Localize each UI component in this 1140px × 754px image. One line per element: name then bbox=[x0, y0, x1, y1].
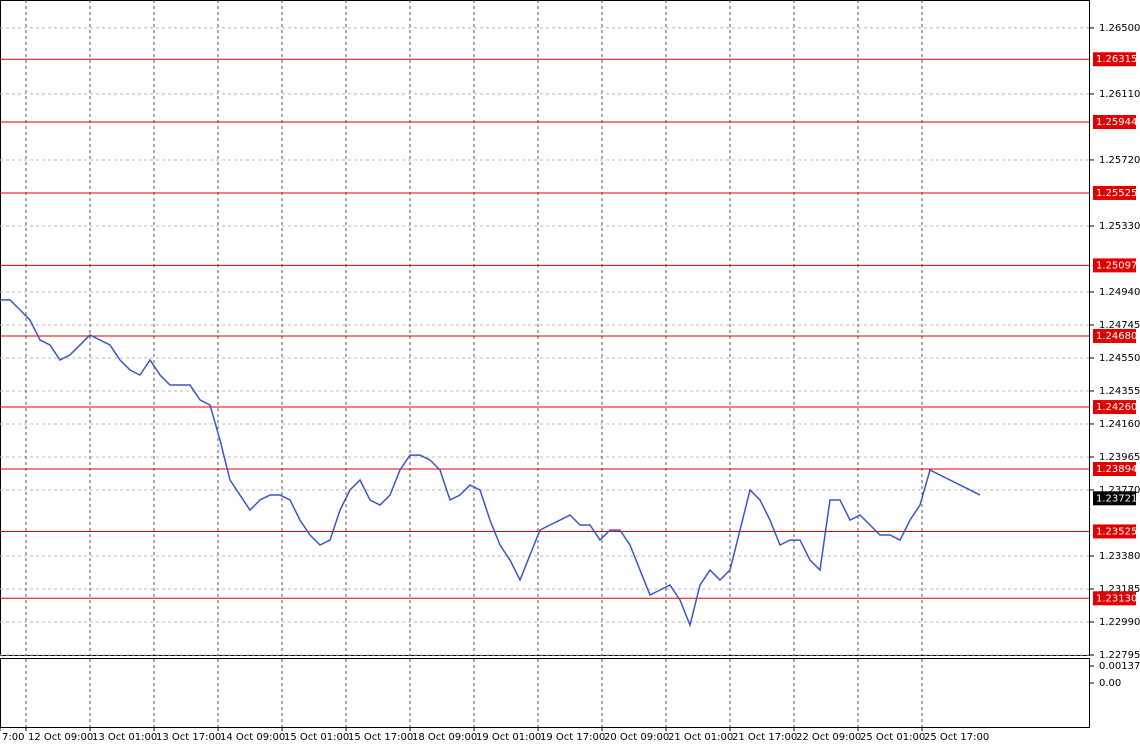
y-tick-label: 1.25330 bbox=[1099, 221, 1140, 232]
y-tick-label: 1.26110 bbox=[1099, 89, 1140, 100]
level-label: 1.24260 bbox=[1096, 402, 1137, 413]
y-tick-label: 1.24745 bbox=[1099, 320, 1140, 331]
x-tick-label: 13 Oct 01:00 bbox=[92, 732, 157, 743]
level-tag bbox=[1093, 52, 1136, 67]
level-tag bbox=[1093, 258, 1136, 273]
x-tick-label: 18 Oct 09:00 bbox=[412, 732, 477, 743]
x-tick-label: 19 Oct 01:00 bbox=[476, 732, 541, 743]
level-tag bbox=[1093, 185, 1136, 200]
x-tick-label: 22 Oct 09:00 bbox=[796, 732, 861, 743]
x-tick-label: 21 Oct 01:00 bbox=[668, 732, 733, 743]
level-tag bbox=[1093, 328, 1136, 343]
level-label: 1.25944 bbox=[1096, 117, 1137, 128]
y-tick-label: 1.24940 bbox=[1099, 287, 1140, 298]
y-tick-label: 0.00 bbox=[1099, 678, 1121, 689]
y-tick-label: 1.24550 bbox=[1099, 353, 1140, 364]
level-tag bbox=[1093, 115, 1136, 130]
level-label: 1.26315 bbox=[1096, 54, 1137, 65]
y-tick-label: 1.24160 bbox=[1099, 419, 1140, 430]
y-tick-label: 1.23185 bbox=[1099, 584, 1140, 595]
level-tag bbox=[1093, 524, 1136, 539]
x-tick-label: 15 Oct 17:00 bbox=[348, 732, 413, 743]
y-tick-label: 0.001373 bbox=[1099, 661, 1140, 672]
y-tick-label: 1.26500 bbox=[1099, 23, 1140, 34]
x-tick-label: 14 Oct 09:00 bbox=[220, 732, 285, 743]
y-tick-label: 1.25720 bbox=[1099, 155, 1140, 166]
level-label: 1.25097 bbox=[1096, 260, 1137, 271]
x-tick-label: 13 Oct 17:00 bbox=[156, 732, 221, 743]
x-tick-label: 15 Oct 01:00 bbox=[284, 732, 349, 743]
level-label: 1.24680 bbox=[1096, 331, 1137, 342]
y-tick-label: 1.22990 bbox=[1099, 617, 1140, 628]
indicator-panel bbox=[0, 658, 1090, 728]
x-tick-label: 12 Oct 09:00 bbox=[28, 732, 93, 743]
x-tick-label: 25 Oct 17:00 bbox=[924, 732, 989, 743]
level-tag bbox=[1093, 591, 1136, 606]
y-tick-label: 1.23965 bbox=[1099, 452, 1140, 463]
price-line bbox=[0, 299, 981, 628]
level-label: 1.23894 bbox=[1096, 464, 1137, 475]
level-tag bbox=[1093, 461, 1136, 476]
level-label: 1.23130 bbox=[1096, 593, 1137, 604]
y-tick-label: 1.22795 bbox=[1099, 650, 1140, 661]
y-tick-label: 1.24355 bbox=[1099, 386, 1140, 397]
price-label: 1.23721 bbox=[1096, 493, 1137, 504]
x-tick-label: 19 Oct 17:00 bbox=[540, 732, 605, 743]
level-label: 1.25525 bbox=[1096, 188, 1137, 199]
level-tag bbox=[1093, 400, 1136, 415]
x-tick-label: 7:00 bbox=[2, 732, 24, 743]
level-label: 1.23525 bbox=[1096, 526, 1137, 537]
main-panel bbox=[0, 0, 1090, 656]
price-tag bbox=[1093, 491, 1136, 506]
x-tick-label: 21 Oct 17:00 bbox=[732, 732, 797, 743]
y-tick-label: 1.23380 bbox=[1099, 551, 1140, 562]
x-tick-label: 20 Oct 09:00 bbox=[604, 732, 669, 743]
x-tick-label: 25 Oct 01:00 bbox=[860, 732, 925, 743]
y-tick-label: 1.23770 bbox=[1099, 485, 1140, 496]
